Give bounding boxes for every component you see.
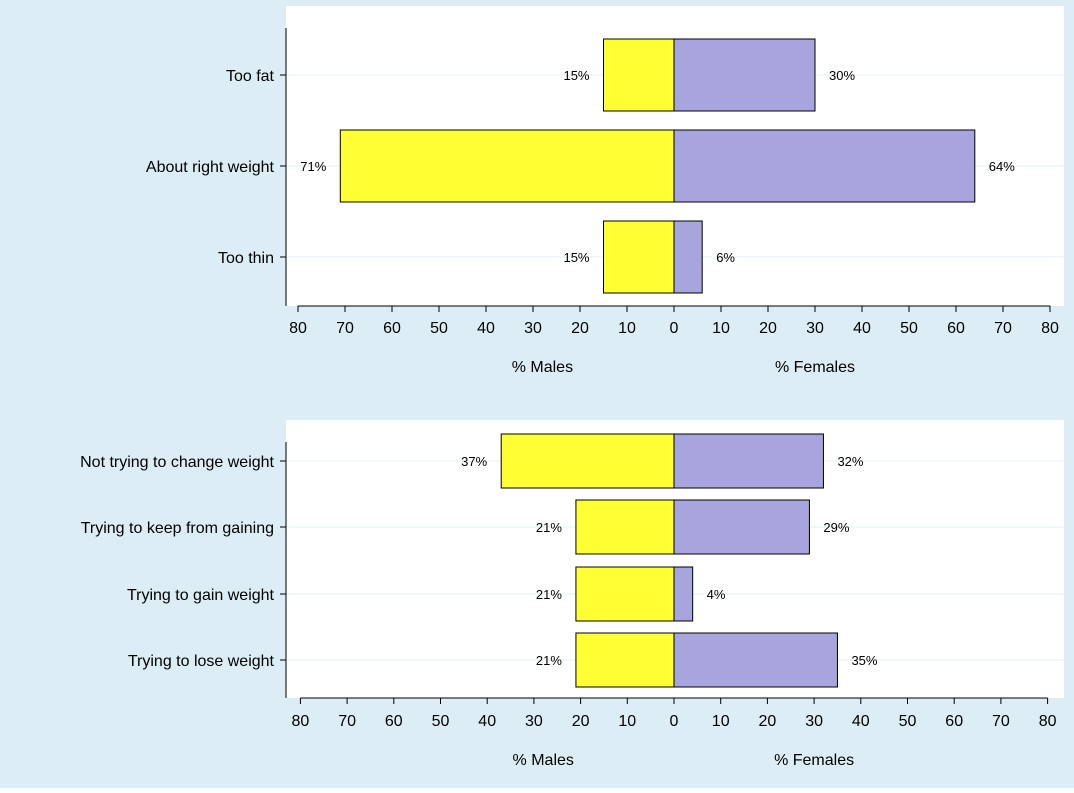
chart1-xtick-label-2: 70 (336, 320, 354, 337)
chart1-bar-males-1 (603, 38, 675, 112)
chart2-bar-males-2 (575, 499, 675, 555)
chart1-xtick-label-15: 60 (947, 320, 965, 337)
chart2-bar-females-3 (673, 566, 694, 622)
chart1-xtick-label-4: 50 (430, 320, 448, 337)
chart2-xtick-label-17: 80 (1039, 713, 1057, 730)
chart2-xtick-label-6: 30 (525, 713, 543, 730)
chart2-xtick-label-12: 30 (805, 713, 823, 730)
chart1-xtick-label-14: 50 (900, 320, 918, 337)
chart1-xtick-label-5: 40 (477, 320, 495, 337)
chart1-bar-males-2 (339, 129, 675, 203)
chart2-label-females-4: 35% (851, 653, 877, 668)
chart2-bar-males-3 (575, 566, 675, 622)
chart1-label-females-1: 30% (829, 68, 855, 83)
chart1-xtick-label-7: 20 (571, 320, 589, 337)
chart1-bar-females-1 (673, 38, 816, 112)
chart1-xtick-label-13: 40 (853, 320, 871, 337)
chart2-bar-females-4 (673, 632, 838, 688)
chart2-label-females-2: 29% (823, 520, 849, 535)
chart2-xtick-label-13: 40 (852, 713, 870, 730)
chart2-xtick-label-7: 20 (572, 713, 590, 730)
chart2-category-label-4: Trying to lose weight (128, 653, 275, 670)
chart2-label-females-1: 32% (837, 454, 863, 469)
chart1-category-label-2: About right weight (146, 159, 275, 176)
chart2-xtick-label-8: 10 (618, 713, 636, 730)
chart2-xlabel-males: % Males (513, 752, 574, 769)
chart2-bar-males-1 (500, 433, 675, 489)
chart1-xtick-label-8: 10 (618, 320, 636, 337)
chart2-xtick-label-5: 40 (478, 713, 496, 730)
chart2-xlabel-females: % Females (774, 752, 854, 769)
chart2-xtick-label-16: 70 (992, 713, 1010, 730)
chart2-xtick-label-3: 60 (385, 713, 403, 730)
chart1-xtick-label-17: 80 (1041, 320, 1059, 337)
chart2-xtick-label-10: 10 (712, 713, 730, 730)
chart2-bar-males-4 (575, 632, 675, 688)
chart1-label-males-3: 15% (563, 250, 589, 265)
chart1-bar-males-3 (603, 220, 675, 294)
chart1-xtick-label-9: 0 (670, 320, 679, 337)
chart2-xtick-label-11: 20 (759, 713, 777, 730)
chart1-xlabel-females: % Females (775, 359, 855, 376)
chart1-label-females-3: 6% (716, 250, 735, 265)
chart1-xtick-label-10: 10 (712, 320, 730, 337)
chart1-xtick-label-3: 60 (383, 320, 401, 337)
chart1-xtick-label-12: 30 (806, 320, 824, 337)
chart1-xtick-label-11: 20 (759, 320, 777, 337)
chart2-bar-females-1 (673, 433, 824, 489)
chart1-bar-females-2 (673, 129, 976, 203)
chart2-label-males-4: 21% (536, 653, 562, 668)
chart2-label-males-2: 21% (536, 520, 562, 535)
chart2-label-males-3: 21% (536, 587, 562, 602)
chart2-xtick-label-14: 50 (899, 713, 917, 730)
chart2-xtick-label-15: 60 (945, 713, 963, 730)
chart2-category-label-3: Trying to gain weight (127, 587, 275, 604)
chart1-xtick-label-1: 80 (289, 320, 307, 337)
chart2-category-label-1: Not trying to change weight (80, 454, 274, 471)
chart2-xtick-label-1: 80 (292, 713, 310, 730)
chart1-category-label-1: Too fat (226, 68, 275, 85)
chart1-label-males-1: 15% (563, 68, 589, 83)
chart1-xlabel-males: % Males (512, 359, 573, 376)
chart2-xtick-label-2: 70 (338, 713, 356, 730)
chart2-xtick-label-4: 50 (432, 713, 450, 730)
chart1-bar-females-3 (673, 220, 703, 294)
chart1-label-females-2: 64% (989, 159, 1015, 174)
chart2-xtick-label-9: 0 (670, 713, 679, 730)
chart2-label-males-1: 37% (461, 454, 487, 469)
chart2-category-label-2: Trying to keep from gaining (81, 520, 274, 537)
chart2-bar-females-2 (673, 499, 810, 555)
chart1-xtick-label-16: 70 (994, 320, 1012, 337)
chart2-label-females-3: 4% (707, 587, 726, 602)
chart1-xtick-label-6: 30 (524, 320, 542, 337)
chart1-category-label-3: Too thin (218, 250, 274, 267)
chart1-label-males-2: 71% (300, 159, 326, 174)
